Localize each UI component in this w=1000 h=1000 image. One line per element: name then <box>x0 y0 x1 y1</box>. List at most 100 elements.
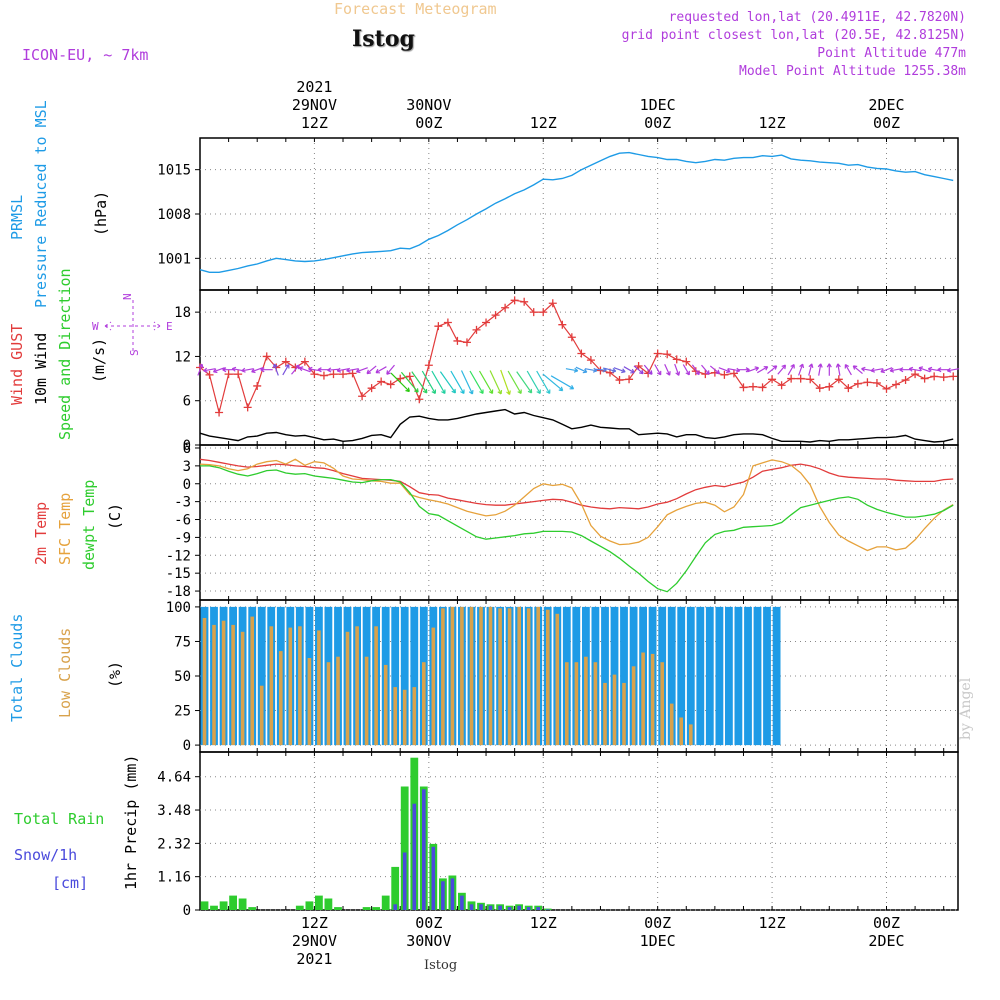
low-cloud-bar <box>393 687 397 746</box>
gust-point <box>529 308 538 317</box>
rain-bar <box>381 895 390 910</box>
total-clouds-label: Total Clouds <box>8 614 26 722</box>
gust-point <box>491 311 500 320</box>
gust-point <box>339 370 348 379</box>
temp-dewpt-label: dewpt Temp <box>80 480 98 570</box>
wind-10m-label: 10m Wind <box>32 333 50 405</box>
gust-point <box>729 369 738 378</box>
bottom-axis-hour: 12Z <box>759 914 786 932</box>
total-cloud-bar <box>715 606 724 746</box>
watermark: by Angel <box>958 677 974 740</box>
low-cloud-bar <box>317 630 321 746</box>
wind-direction-arrow <box>526 370 541 395</box>
gust-point <box>462 338 471 347</box>
temp-sfc-label: SFC Temp <box>56 493 74 565</box>
gust-point <box>234 370 243 379</box>
gust-point <box>548 299 557 308</box>
low-cloud-bar <box>546 609 550 746</box>
wind-direction-arrow <box>808 363 814 376</box>
low-cloud-bar <box>431 627 436 746</box>
top-axis-hour: 12Z <box>301 114 328 132</box>
total-cloud-bar <box>763 606 771 746</box>
gust-point <box>243 403 252 412</box>
gust-point <box>482 318 491 327</box>
low-cloud-bar <box>355 626 359 746</box>
snow-bar <box>498 905 502 910</box>
top-axis-year: 2021 <box>296 78 332 96</box>
bottom-axis-date: 30NOV <box>406 932 451 950</box>
wind-direction-arrow <box>460 370 474 395</box>
wind-direction-arrow <box>643 364 653 375</box>
wind-direction-arrow <box>272 363 279 376</box>
gust-point <box>892 380 901 389</box>
forecast-title: Forecast Meteogram <box>334 0 497 18</box>
gust-point <box>672 355 681 364</box>
total-cloud-bar <box>391 606 400 746</box>
top-axis-date: 1DEC <box>640 96 676 114</box>
top-axis-hour: 00Z <box>415 114 442 132</box>
total-cloud-bar <box>257 606 266 746</box>
gust-point <box>386 380 395 389</box>
bottom-axis-hour: 12Z <box>530 914 557 932</box>
wind-direction-arrow <box>327 367 340 373</box>
total-cloud-bar <box>734 606 743 746</box>
gust-point <box>911 370 920 379</box>
gust-point <box>319 371 328 380</box>
wind-direction-arrow <box>500 369 511 395</box>
bottom-axis-hour: 12Z <box>301 914 328 932</box>
gust-point <box>796 374 805 383</box>
top-axis-hour: 00Z <box>873 114 900 132</box>
station-title: Istog <box>352 26 415 52</box>
rain-bar <box>334 907 342 910</box>
panel-frame-pressure <box>199 137 959 291</box>
temp-2m-label: 2m Temp <box>32 502 50 565</box>
wind-direction-arrow <box>336 367 350 373</box>
low-cloud-bar <box>660 662 664 746</box>
rain-bar <box>315 895 323 910</box>
low-cloud-bar <box>574 662 579 746</box>
low-cloud-bar <box>603 682 607 746</box>
low-cloud-bar <box>669 703 674 746</box>
y-tick-label: 0 <box>183 903 191 919</box>
low-cloud-bar <box>460 606 464 746</box>
low-cloud-bar <box>612 674 617 746</box>
gust-point <box>567 333 576 342</box>
wind-direction-arrow <box>241 367 254 373</box>
total-cloud-bar <box>620 606 628 746</box>
wind-direction-arrow <box>654 364 662 376</box>
low-cloud-bar <box>259 685 264 746</box>
wind-direction-arrow <box>870 367 884 373</box>
gust-point <box>310 370 319 379</box>
wind-direction-arrow <box>835 363 841 376</box>
wind-direction-arrow <box>826 363 832 376</box>
wind-direction-arrow <box>346 367 359 373</box>
gust-point <box>329 370 338 379</box>
low-cloud-bar <box>288 627 293 746</box>
y-tick-label: 50 <box>174 669 191 685</box>
clouds-unit: (%) <box>106 661 124 688</box>
wind-direction-arrow <box>260 367 273 373</box>
snow-label: Snow/1h <box>14 846 77 864</box>
gust-point <box>377 377 386 386</box>
rain-bar <box>219 901 228 910</box>
low-cloud-bar <box>221 620 226 746</box>
low-cloud-bar <box>402 689 407 746</box>
model-altitude: Model Point Altitude 1255.38m <box>739 64 966 79</box>
gust-point <box>348 369 357 378</box>
pressure-label-1: PRMSL <box>8 195 26 240</box>
snow-bar <box>517 905 521 910</box>
gust-point <box>863 378 872 387</box>
gust-point <box>720 370 729 379</box>
low-cloud-bar <box>679 717 683 746</box>
bottom-axis-hour: 00Z <box>873 914 900 932</box>
snow-bar <box>450 878 455 910</box>
pressure-label-2: Pressure Reduced to MSL <box>32 100 50 308</box>
y-tick-label: -3 <box>174 495 191 511</box>
grid-point-lonlat: grid point closest lon,lat (20.5E, 42.81… <box>621 28 966 43</box>
pressure-unit: (hPa) <box>92 191 110 236</box>
gust-point <box>472 325 481 334</box>
gust-point <box>205 370 214 379</box>
gust-point <box>901 376 910 385</box>
y-tick-label: -6 <box>174 513 191 529</box>
wind-direction-arrow <box>375 366 387 374</box>
